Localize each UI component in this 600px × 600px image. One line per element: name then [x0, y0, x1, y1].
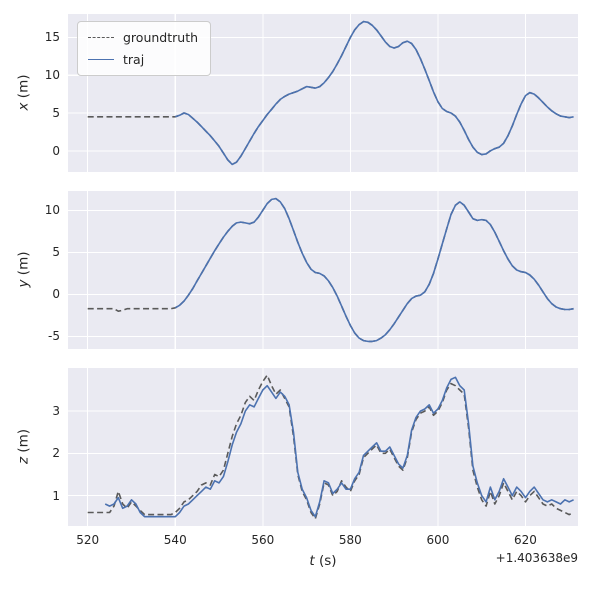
axis-offset-text: +1.403638e9: [495, 551, 578, 565]
plot-area-y: [68, 191, 578, 349]
x-tick-label: 580: [338, 533, 362, 547]
legend-label-traj: traj: [123, 52, 145, 67]
groundtruth-line: [87, 374, 574, 520]
y-tick-label: 5: [52, 106, 60, 121]
y-tick-label: 0: [52, 143, 60, 158]
y-tick-label: 5: [52, 245, 60, 260]
y-tick-label: 3: [52, 404, 60, 419]
subplot-x: groundtruth traj: [68, 14, 578, 172]
y-tick-label: 0: [52, 287, 60, 302]
traj-line: [174, 197, 574, 343]
traj-line: [175, 20, 574, 166]
y-tick-label: 15: [44, 30, 60, 45]
x-axis-label-unit: (s): [319, 553, 337, 569]
legend: groundtruth traj: [77, 21, 212, 76]
plot-area-z: [68, 368, 578, 526]
x-tick-label: 520: [76, 533, 100, 547]
x-tick-label: 620: [514, 533, 537, 547]
groundtruth-line-swatch: [88, 37, 114, 38]
x-tick-label: 600: [426, 533, 450, 547]
x-tick-label: 540: [163, 533, 187, 547]
legend-item-groundtruth: groundtruth: [88, 30, 198, 45]
y-tick-label: 10: [44, 203, 60, 218]
y-tick-label: 10: [44, 68, 60, 83]
groundtruth-line: [87, 20, 574, 166]
traj-line-swatch: [88, 59, 114, 60]
legend-label-groundtruth: groundtruth: [123, 30, 199, 45]
x-tick-label: 560: [251, 533, 275, 547]
x-axis-label: t (s): [68, 553, 578, 569]
subplot-y: [68, 191, 578, 349]
legend-item-traj: traj: [88, 52, 198, 67]
y-tick-label: 2: [52, 446, 60, 461]
x-axis-label-var: t: [309, 553, 315, 569]
traj-line: [104, 376, 574, 518]
groundtruth-line: [87, 197, 574, 343]
y-tick-label: -5: [48, 329, 60, 344]
y-tick-label: 1: [52, 488, 60, 503]
y-axis-label-y-var: y: [15, 279, 32, 288]
subplot-z: [68, 368, 578, 526]
